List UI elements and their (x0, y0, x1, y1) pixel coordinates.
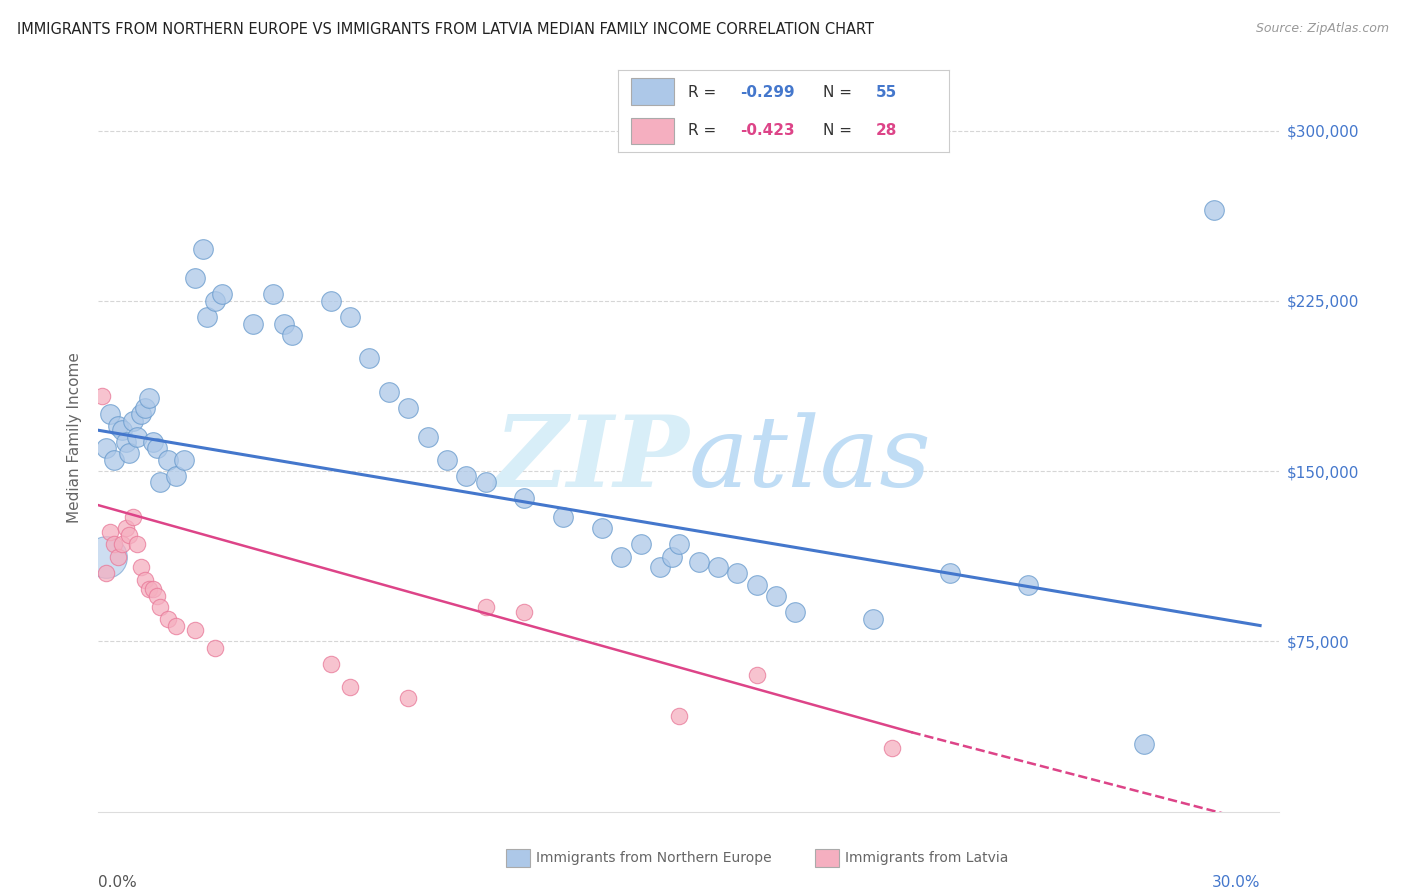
Point (149, 475, 172, 490)
Point (513, 491, 536, 506)
Point (273, 317, 295, 331)
Point (98, 525, 121, 540)
Point (138, 392, 160, 406)
Point (456, 468, 478, 483)
Point (1202, 202, 1225, 217)
Point (145, 589, 167, 603)
Point (149, 600, 172, 615)
Text: Immigrants from Latvia: Immigrants from Latvia (845, 851, 1008, 865)
Point (165, 618, 187, 632)
Point (114, 434, 136, 449)
Point (319, 657, 342, 672)
Point (96, 550, 118, 565)
Point (134, 401, 156, 415)
Text: Source: ZipAtlas.com: Source: ZipAtlas.com (1256, 22, 1389, 36)
Point (725, 566, 748, 581)
Point (184, 271, 207, 285)
Point (630, 537, 652, 551)
Point (145, 442, 167, 456)
Point (668, 537, 690, 551)
Point (129, 559, 152, 574)
Point (339, 310, 361, 324)
Point (436, 452, 458, 467)
Point (474, 475, 496, 490)
Point (319, 293, 342, 308)
Point (122, 414, 145, 428)
Text: Immigrants from Northern Europe: Immigrants from Northern Europe (536, 851, 772, 865)
Point (745, 668, 768, 682)
Text: IMMIGRANTS FROM NORTHERN EUROPE VS IMMIGRANTS FROM LATVIA MEDIAN FAMILY INCOME C: IMMIGRANTS FROM NORTHERN EUROPE VS IMMIG… (17, 22, 875, 37)
Point (765, 589, 787, 603)
Text: atlas: atlas (689, 412, 932, 508)
Point (862, 612, 884, 626)
Point (195, 310, 218, 324)
Point (127, 430, 149, 444)
Point (129, 408, 152, 422)
Point (204, 293, 226, 308)
Point (107, 550, 129, 565)
Point (262, 287, 284, 301)
Point (184, 623, 207, 637)
Text: 0.0%: 0.0% (98, 875, 138, 890)
Point (142, 582, 165, 597)
Point (359, 351, 381, 365)
Point (591, 521, 613, 535)
Point (416, 430, 439, 444)
Point (378, 384, 401, 399)
Point (688, 555, 710, 569)
Point (610, 550, 633, 565)
Point (211, 287, 233, 301)
Point (157, 612, 180, 626)
Point (745, 577, 768, 591)
Point (785, 605, 807, 619)
Point (111, 537, 134, 551)
Point (668, 709, 690, 723)
Point (474, 600, 496, 615)
Text: 30.0%: 30.0% (1212, 875, 1260, 890)
Point (134, 573, 156, 587)
Point (142, 434, 165, 449)
Point (114, 521, 136, 535)
Point (138, 582, 160, 597)
Point (173, 452, 195, 467)
Point (122, 509, 145, 524)
Point (648, 559, 671, 574)
Point (204, 641, 226, 656)
Point (396, 691, 419, 706)
Point (882, 741, 904, 756)
Point (281, 327, 304, 342)
Point (339, 680, 361, 694)
Point (111, 423, 134, 437)
Point (191, 242, 214, 256)
Point (118, 527, 141, 541)
Y-axis label: Median Family Income: Median Family Income (67, 351, 83, 523)
Point (127, 537, 149, 551)
Point (939, 566, 962, 581)
Point (242, 317, 264, 331)
Point (165, 468, 187, 483)
Point (96, 442, 118, 456)
Point (103, 452, 125, 467)
Point (118, 446, 141, 460)
Text: ZIP: ZIP (494, 411, 689, 508)
Point (96, 566, 118, 581)
Point (551, 509, 574, 524)
Point (103, 537, 125, 551)
Point (396, 401, 419, 415)
Point (157, 452, 180, 467)
Point (1017, 577, 1039, 591)
Point (661, 550, 683, 565)
Point (107, 418, 129, 433)
Point (1133, 737, 1156, 751)
Point (98, 408, 121, 422)
Point (91, 389, 114, 403)
Point (707, 559, 730, 574)
Point (513, 605, 536, 619)
